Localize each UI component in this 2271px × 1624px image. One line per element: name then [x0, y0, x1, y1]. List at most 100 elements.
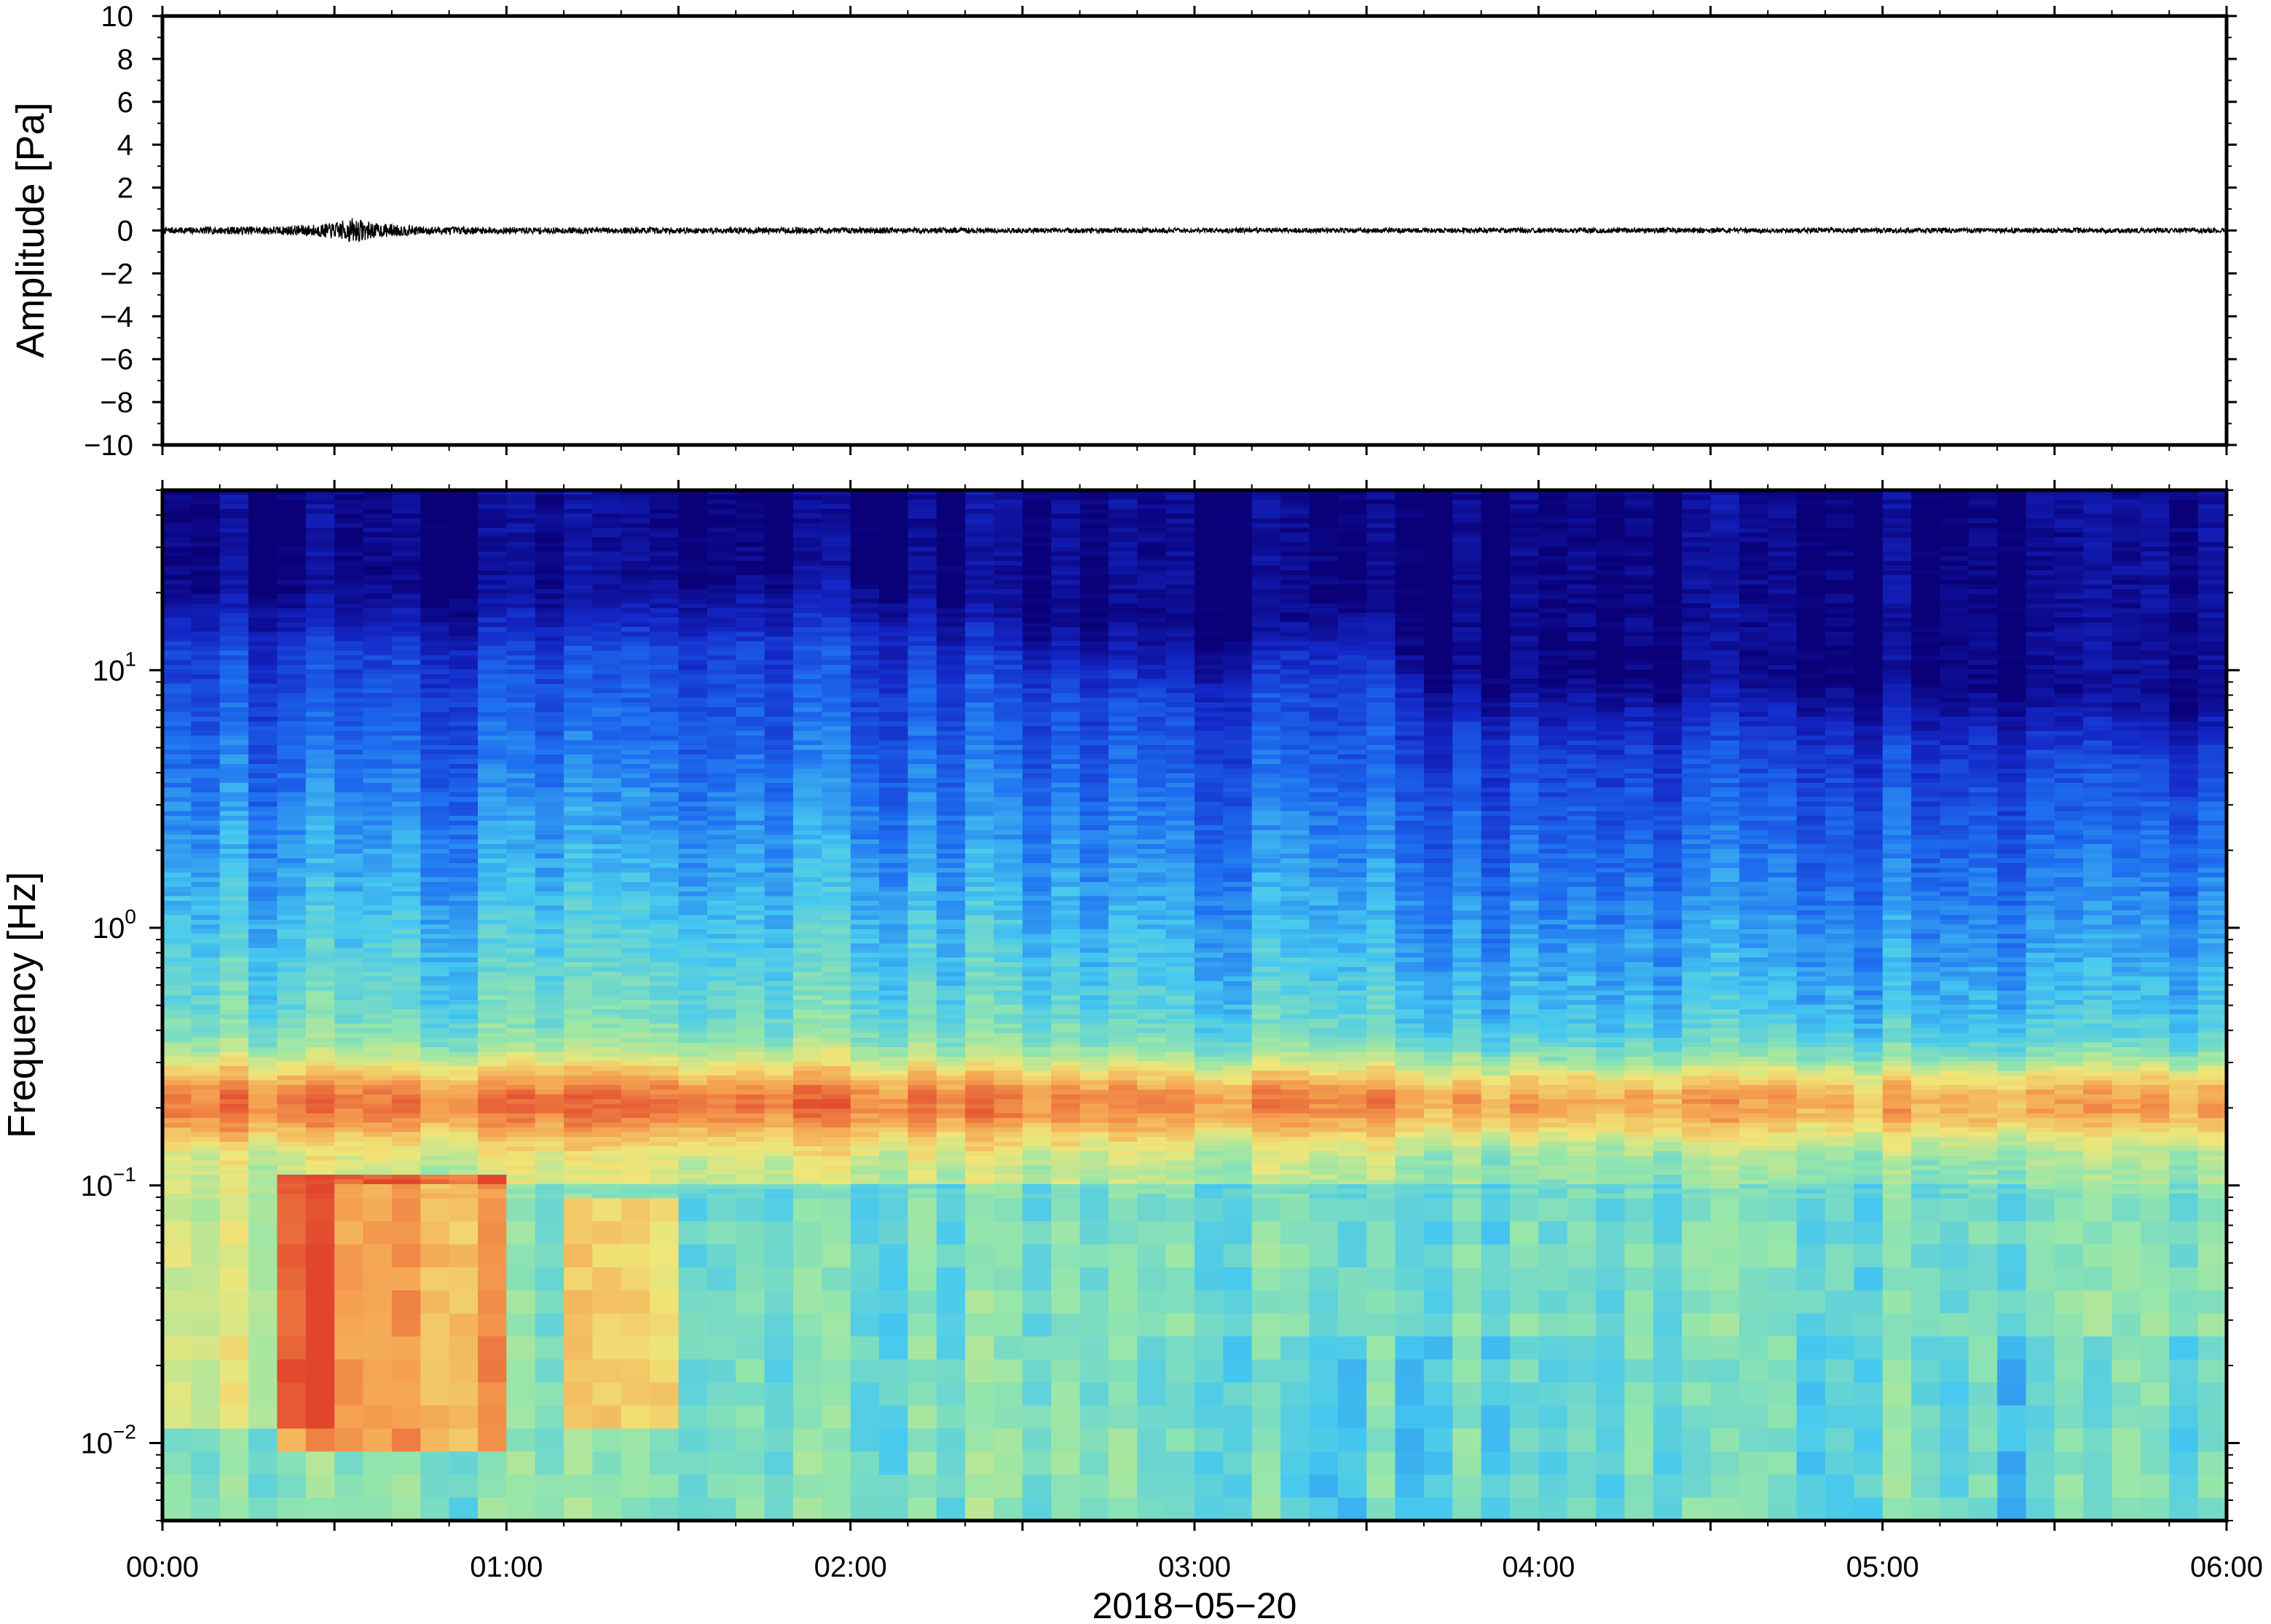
spectrogram-cell	[248, 603, 278, 610]
spectrogram-cell	[1596, 584, 1626, 591]
spectrogram-cell	[1079, 612, 1109, 619]
spectrogram-cell	[1940, 749, 1969, 756]
spectrogram-cell	[678, 500, 708, 505]
spectrogram-cell	[707, 523, 737, 529]
spectrogram-cell	[650, 561, 680, 567]
spectrogram-cell	[2083, 664, 2113, 671]
spectrogram-cell	[1395, 546, 1425, 553]
spectrogram-cell	[1423, 759, 1454, 765]
spectrogram-cell	[879, 768, 909, 774]
spectrogram-cell	[792, 764, 823, 770]
spectrogram-cell	[1510, 627, 1540, 633]
spectrogram-cell	[2083, 546, 2113, 553]
spectrogram-cell	[1854, 622, 1884, 628]
spectrogram-cell	[1768, 556, 1798, 562]
spectrogram-cell	[1796, 594, 1826, 600]
spectrogram-cell	[535, 707, 565, 713]
spectrogram-cell	[1739, 513, 1769, 519]
spectrogram-cell	[1596, 513, 1626, 519]
spectrogram-cell	[1194, 664, 1224, 671]
spectrogram-cell	[1538, 683, 1568, 690]
spectrogram-cell	[248, 806, 278, 812]
spectrogram-cell	[219, 726, 250, 732]
spectrogram-cell	[621, 518, 651, 524]
spectrogram-cell	[1194, 612, 1224, 619]
spectrogram-cell	[1337, 749, 1368, 756]
spectrogram-cell	[277, 707, 307, 713]
spectrogram-cell	[1165, 740, 1195, 746]
spectrogram-cell	[248, 801, 278, 808]
spectrogram-cell	[965, 608, 995, 614]
spectrogram-cell	[535, 740, 565, 746]
spectrogram-cell	[1940, 655, 1969, 661]
spectrogram-cell	[219, 612, 250, 619]
spectrogram-cell	[764, 494, 794, 500]
spectrogram-cell	[334, 726, 364, 732]
spectrogram-cell	[1423, 664, 1454, 671]
spectrogram-cell	[1079, 759, 1109, 765]
spectrogram-cell	[1567, 736, 1597, 741]
spectrogram-cell	[1280, 679, 1310, 685]
spectrogram-cell	[1940, 508, 1969, 515]
spectrogram-cell	[908, 749, 937, 756]
spectrogram-cell	[1194, 688, 1224, 694]
spectrogram-cell	[305, 754, 336, 760]
spectrogram-cell	[1452, 698, 1482, 703]
spectrogram-cell	[219, 490, 250, 496]
spectrogram-cell	[936, 532, 967, 538]
spectrogram-cell	[2054, 768, 2085, 774]
spectrogram-cell	[1796, 636, 1826, 642]
spectrogram-cell	[449, 740, 479, 746]
spectrogram-cell	[879, 721, 909, 728]
spectrogram-cell	[1624, 764, 1654, 770]
spectrogram-cell	[1653, 556, 1683, 562]
spectrogram-cell	[1567, 603, 1597, 610]
spectrogram-cell	[1997, 542, 2027, 548]
spectrogram-cell	[822, 603, 851, 610]
spectrogram-cell	[1538, 603, 1568, 610]
spectrogram-cell	[219, 698, 250, 703]
spectrogram-cell	[1165, 603, 1195, 610]
spectrogram-cell	[879, 740, 909, 746]
spectrogram-cell	[908, 631, 937, 637]
spectrogram-cell	[936, 754, 967, 760]
spectrogram-cell	[792, 608, 823, 614]
spectrogram-cell	[1911, 490, 1941, 496]
spectrogram-cell	[1882, 787, 1913, 793]
spectrogram-cell	[1968, 764, 1999, 770]
spectrogram-cell	[1739, 683, 1769, 690]
spectrogram-cell	[1165, 599, 1195, 604]
spectrogram-cell	[936, 580, 967, 586]
spectrogram-cell	[936, 660, 967, 666]
spectrogram-cell	[822, 589, 851, 595]
spectrogram-cell	[1251, 631, 1282, 637]
spectrogram-cell	[1538, 551, 1568, 557]
spectrogram-cell	[1165, 594, 1195, 600]
spectrogram-cell	[1940, 631, 1969, 637]
spectrogram-cell	[1825, 683, 1855, 690]
spectrogram-cell	[1223, 631, 1253, 637]
spectrogram-cell	[1337, 518, 1368, 524]
spectrogram-cell	[506, 698, 536, 703]
spectrogram-cell	[2140, 504, 2170, 510]
spectrogram-cell	[1452, 618, 1482, 623]
spectrogram-cell	[162, 627, 192, 633]
spectrogram-cell	[1452, 669, 1482, 675]
spectrogram-cell	[2026, 792, 2055, 798]
spectrogram-cell	[1395, 702, 1425, 709]
spectrogram-cell	[2054, 490, 2085, 496]
spectrogram-cell	[162, 773, 192, 779]
spectrogram-cell	[420, 707, 450, 713]
spectrogram-cell	[564, 740, 594, 746]
spectrogram-cell	[621, 650, 651, 656]
spectrogram-cell	[506, 551, 536, 557]
spectrogram-cell	[478, 740, 508, 746]
spectrogram-cell	[1337, 721, 1368, 728]
spectrogram-cell	[277, 584, 307, 591]
spectrogram-cell	[277, 754, 307, 760]
spectrogram-cell	[850, 787, 881, 793]
spectrogram-cell	[1997, 745, 2027, 751]
spectrogram-cell	[1337, 679, 1368, 685]
spectrogram-cell	[449, 589, 479, 595]
spectrogram-cell	[1022, 603, 1052, 610]
